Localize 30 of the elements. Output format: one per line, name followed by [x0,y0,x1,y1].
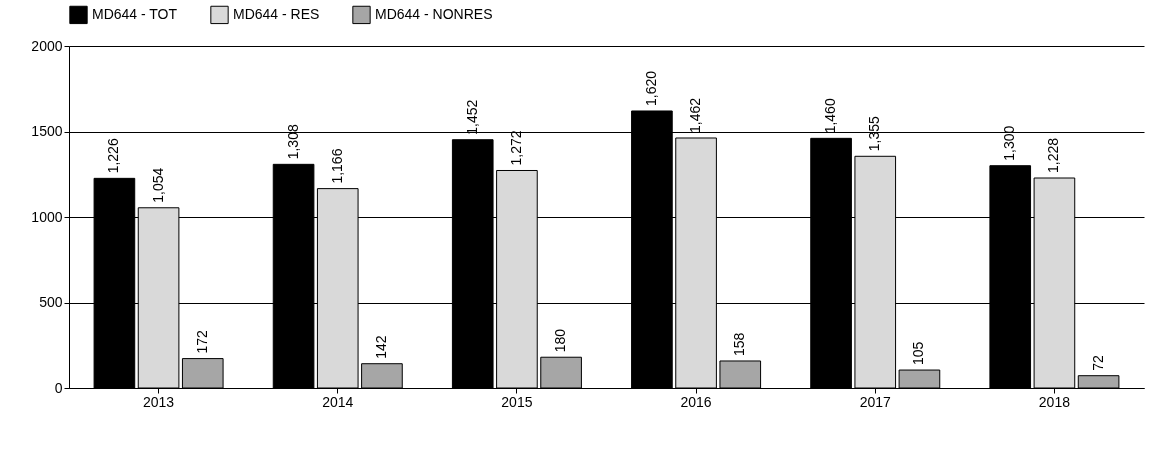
data-label: 172 [193,330,210,354]
x-tick-label: 2016 [680,393,712,410]
x-tick-label: 2015 [501,393,533,410]
y-tick-label: 2000 [31,37,63,54]
y-tick-label: 500 [39,294,63,310]
data-label: 1,460 [822,98,839,134]
data-label: 142 [372,335,389,359]
legend-label: MD644 - NONRES [375,5,493,22]
data-label: 72 [1089,354,1106,371]
data-label: 1,462 [687,97,704,133]
data-label: 1,166 [328,148,345,184]
x-tick-label: 2014 [322,393,354,410]
x-tick-label: 2017 [859,393,892,410]
data-label: 1,226 [105,138,122,174]
y-tick-label: 1000 [31,208,63,225]
y-tick-label: 0 [54,379,63,396]
x-tick-label: 2018 [1038,393,1071,410]
data-label: 1,452 [463,99,480,135]
data-label: 1,228 [1045,137,1062,174]
legend-label: MD644 - RES [233,5,320,22]
legend-label: MD644 - TOT [92,5,178,22]
x-tick-label: 2013 [143,393,175,410]
data-label: 105 [910,341,927,366]
data-label: 180 [552,328,569,353]
data-label: 1,054 [149,167,166,203]
data-label: 158 [731,332,748,356]
data-label: 1,355 [866,116,883,152]
data-label: 1,308 [284,124,301,160]
y-tick-label: 1500 [31,123,63,139]
data-label: 1,620 [642,70,659,106]
